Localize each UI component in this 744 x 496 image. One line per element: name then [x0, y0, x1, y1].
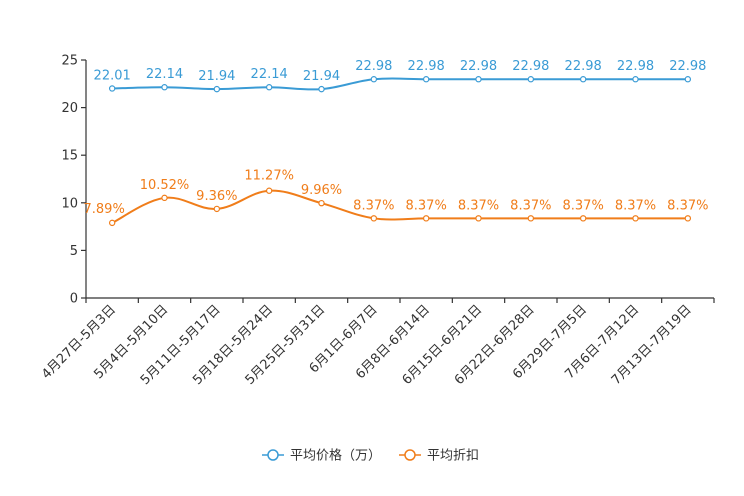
- data-point[interactable]: [265, 84, 273, 91]
- data-point[interactable]: [475, 215, 482, 222]
- data-point[interactable]: [684, 215, 692, 222]
- data-label: 8.37%: [406, 198, 447, 213]
- data-label: 22.98: [565, 59, 602, 74]
- data-point[interactable]: [265, 187, 273, 194]
- data-label: 22.98: [617, 59, 654, 74]
- data-label: 7.89%: [84, 202, 125, 217]
- series-line: [111, 189, 688, 224]
- series-avg-price: 22.01 22.14 21.94 22.14 21.94 22.98 22.98 22.98…: [94, 59, 706, 93]
- legend-item-avg-discount[interactable]: 平均折扣: [399, 449, 479, 464]
- data-point[interactable]: [632, 215, 639, 222]
- series-avg-discount: 7.89% 10.52% 9.36% 11.27% 9.96% 8.37% 8.37% 8.3…: [84, 169, 708, 227]
- data-label: 22.98: [408, 59, 445, 74]
- data-label: 11.27%: [244, 169, 294, 184]
- series-line: [112, 77, 688, 91]
- data-point[interactable]: [370, 215, 378, 222]
- data-point[interactable]: [370, 76, 378, 83]
- data-label: 22.98: [355, 59, 392, 74]
- data-label: 22.01: [94, 68, 131, 83]
- data-point[interactable]: [161, 84, 168, 91]
- data-label: 21.94: [303, 69, 340, 84]
- data-point[interactable]: [632, 76, 639, 83]
- data-label: 8.37%: [667, 198, 708, 213]
- y-tick-label: 15: [61, 149, 78, 164]
- data-point[interactable]: [684, 76, 692, 83]
- data-label: 8.37%: [353, 198, 394, 213]
- chart-axes: 05101520254月27日-5月3日5月4日-5月10日5月11日-5月17…: [39, 54, 715, 388]
- data-label: 22.14: [146, 67, 183, 82]
- y-tick-label: 5: [70, 244, 78, 259]
- legend-label: 平均价格（万）: [290, 448, 381, 464]
- data-label: 9.96%: [301, 183, 342, 198]
- data-point[interactable]: [422, 215, 430, 222]
- data-point[interactable]: [527, 76, 535, 83]
- data-point[interactable]: [318, 85, 325, 93]
- data-point[interactable]: [213, 205, 221, 213]
- data-point[interactable]: [422, 76, 430, 83]
- data-label: 22.14: [251, 67, 288, 82]
- data-point[interactable]: [579, 215, 587, 222]
- data-label: 8.37%: [458, 198, 499, 213]
- legend-marker-icon: [404, 449, 416, 461]
- legend-item-avg-price[interactable]: 平均价格（万）: [262, 448, 381, 464]
- series-layer: 22.01 22.14 21.94 22.14 21.94 22.98 22.98 22.98…: [84, 59, 708, 227]
- data-point[interactable]: [318, 199, 325, 207]
- data-point[interactable]: [161, 194, 168, 202]
- data-label: 22.98: [460, 59, 497, 74]
- data-label: 9.36%: [196, 189, 237, 204]
- data-label: 22.98: [669, 59, 706, 74]
- legend-marker-icon: [267, 449, 279, 461]
- data-label: 10.52%: [140, 178, 190, 193]
- chart-legend[interactable]: 平均价格（万） 平均折扣: [262, 448, 479, 464]
- legend-label: 平均折扣: [427, 449, 479, 464]
- data-point[interactable]: [213, 85, 221, 93]
- data-point[interactable]: [108, 219, 116, 227]
- data-label: 22.98: [512, 59, 549, 74]
- data-point[interactable]: [579, 76, 587, 83]
- y-tick-label: 10: [61, 196, 78, 211]
- y-tick-label: 20: [61, 101, 78, 116]
- data-point[interactable]: [108, 85, 116, 92]
- data-label: 8.37%: [510, 198, 551, 213]
- data-point[interactable]: [527, 215, 535, 222]
- data-point[interactable]: [475, 76, 482, 83]
- data-label: 8.37%: [563, 198, 604, 213]
- y-tick-label: 0: [70, 292, 78, 307]
- y-tick-label: 25: [61, 54, 78, 69]
- data-label: 21.94: [198, 69, 235, 84]
- data-label: 8.37%: [615, 198, 656, 213]
